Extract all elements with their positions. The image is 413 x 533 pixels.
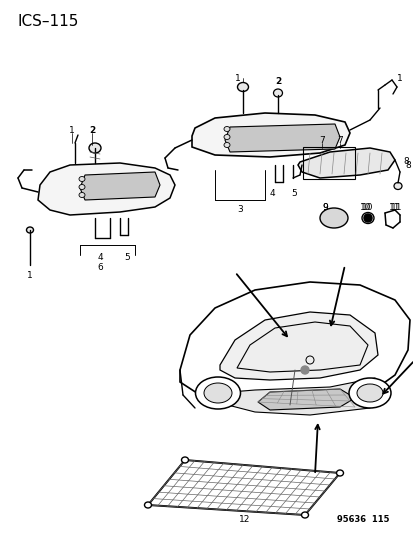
- Polygon shape: [224, 124, 339, 152]
- Ellipse shape: [223, 134, 230, 140]
- Polygon shape: [80, 172, 159, 200]
- Ellipse shape: [301, 512, 308, 518]
- Polygon shape: [257, 389, 354, 410]
- Ellipse shape: [348, 378, 390, 408]
- Circle shape: [363, 214, 371, 222]
- Text: 1: 1: [235, 74, 240, 83]
- Ellipse shape: [319, 208, 347, 228]
- Ellipse shape: [195, 377, 240, 409]
- Text: 10: 10: [359, 203, 371, 212]
- Text: 2: 2: [274, 77, 280, 85]
- Ellipse shape: [237, 83, 248, 92]
- Ellipse shape: [79, 184, 85, 190]
- Text: 95636  115: 95636 115: [337, 515, 389, 524]
- Text: 2: 2: [89, 125, 95, 134]
- Text: 7: 7: [336, 135, 342, 144]
- Text: 11: 11: [388, 203, 400, 212]
- Polygon shape: [219, 312, 377, 380]
- Text: 4: 4: [268, 189, 274, 198]
- Ellipse shape: [204, 383, 231, 403]
- Ellipse shape: [79, 176, 85, 182]
- Ellipse shape: [336, 470, 343, 476]
- Text: 8: 8: [404, 160, 410, 169]
- Text: 5: 5: [124, 253, 130, 262]
- Ellipse shape: [223, 126, 230, 132]
- Ellipse shape: [223, 142, 230, 148]
- Text: 10: 10: [361, 204, 373, 213]
- Text: 9: 9: [321, 204, 327, 213]
- Polygon shape: [147, 460, 339, 515]
- Circle shape: [300, 366, 308, 374]
- Polygon shape: [236, 322, 367, 372]
- Ellipse shape: [181, 457, 188, 463]
- Text: 7: 7: [318, 135, 324, 144]
- Text: 3: 3: [237, 206, 242, 214]
- Ellipse shape: [361, 213, 373, 223]
- Text: 1: 1: [396, 74, 402, 83]
- Text: 9: 9: [321, 203, 327, 212]
- Text: 6: 6: [97, 263, 102, 272]
- Polygon shape: [180, 282, 409, 407]
- Polygon shape: [297, 148, 394, 178]
- Ellipse shape: [393, 182, 401, 190]
- Ellipse shape: [79, 192, 85, 198]
- Text: 12: 12: [239, 515, 250, 524]
- Text: 4: 4: [97, 253, 102, 262]
- Text: 1: 1: [69, 125, 75, 134]
- Text: ICS–115: ICS–115: [18, 14, 79, 29]
- Ellipse shape: [26, 227, 33, 233]
- Text: 5: 5: [290, 189, 296, 198]
- Polygon shape: [218, 378, 384, 415]
- Ellipse shape: [356, 384, 382, 402]
- Text: 11: 11: [390, 204, 402, 213]
- Polygon shape: [38, 163, 175, 215]
- Text: 1: 1: [27, 271, 33, 279]
- Polygon shape: [192, 113, 349, 157]
- Text: 8: 8: [402, 157, 408, 166]
- Ellipse shape: [89, 143, 101, 153]
- Ellipse shape: [273, 89, 282, 97]
- Ellipse shape: [144, 502, 151, 508]
